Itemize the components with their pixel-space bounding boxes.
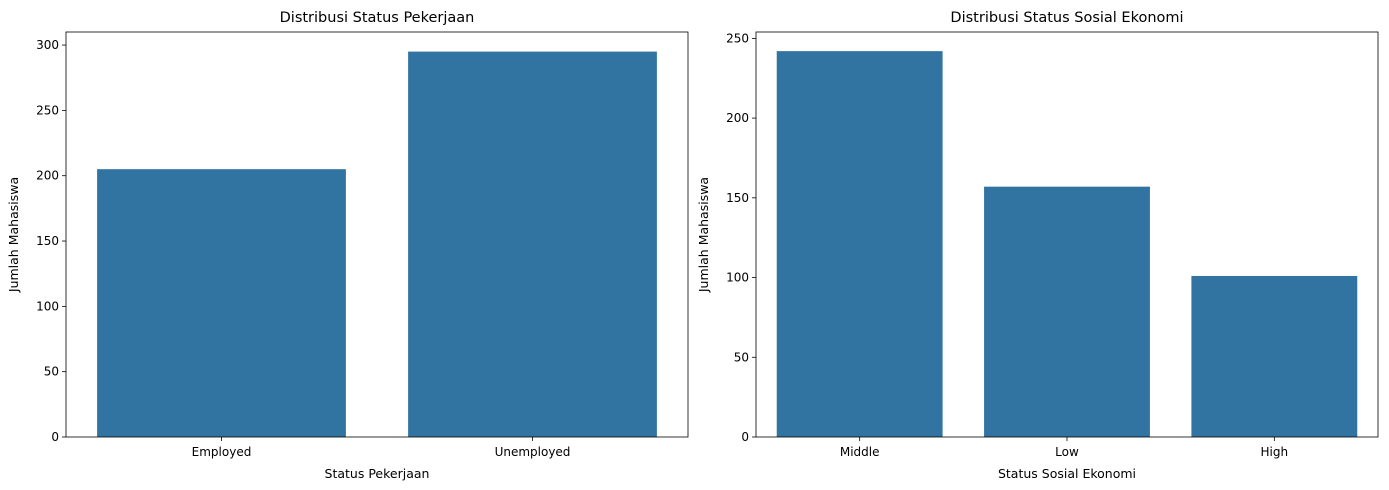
y-tick-label: 150 — [36, 234, 59, 248]
y-tick-label: 200 — [726, 111, 749, 125]
x-tick-label: Unemployed — [495, 445, 571, 459]
x-axis-label: Status Sosial Ekonomi — [998, 466, 1136, 481]
y-tick-label: 200 — [36, 169, 59, 183]
x-tick-label: Middle — [840, 445, 880, 459]
chart-socioeconomic-status: Distribusi Status Sosial Ekonomi Status … — [696, 10, 1379, 481]
bar-unemployed — [408, 51, 657, 438]
y-tick-label: 100 — [36, 299, 59, 313]
tick-group: Employed Unemployed 0 50 100 150 200 250 300 — [36, 38, 570, 459]
chart-employment-status: Distribusi Status Pekerjaan Status Peker… — [6, 10, 689, 481]
y-tick-label: 50 — [44, 365, 59, 379]
bar-employed — [97, 169, 346, 437]
y-tick-label: 0 — [741, 430, 749, 444]
chart-title: Distribusi Status Pekerjaan — [280, 10, 475, 26]
y-tick-label: 250 — [36, 103, 59, 117]
y-tick-label: 300 — [36, 38, 59, 52]
y-tick-label: 0 — [51, 430, 59, 444]
y-tick-label: 100 — [726, 271, 749, 285]
bar-high — [1191, 275, 1358, 437]
bar-group — [776, 51, 1358, 438]
bar-low — [984, 186, 1150, 437]
plot-frame — [755, 31, 1379, 438]
y-tick-label: 150 — [726, 191, 749, 205]
bar-group — [97, 51, 657, 438]
y-tick-label: 50 — [734, 350, 749, 364]
tick-group: Middle Low High 0 50 100 150 200 250 — [726, 31, 1288, 459]
x-tick-label: Employed — [192, 445, 252, 459]
bar-middle — [776, 51, 943, 438]
x-axis-label: Status Pekerjaan — [325, 466, 430, 481]
plot-frame — [65, 31, 689, 438]
chart-title: Distribusi Status Sosial Ekonomi — [950, 10, 1183, 26]
x-tick-label: High — [1261, 445, 1289, 459]
x-tick-label: Low — [1055, 445, 1079, 459]
y-axis-label: Jumlah Mahasiswa — [6, 177, 21, 293]
y-tick-label: 250 — [726, 31, 749, 45]
y-axis-label: Jumlah Mahasiswa — [696, 177, 711, 293]
